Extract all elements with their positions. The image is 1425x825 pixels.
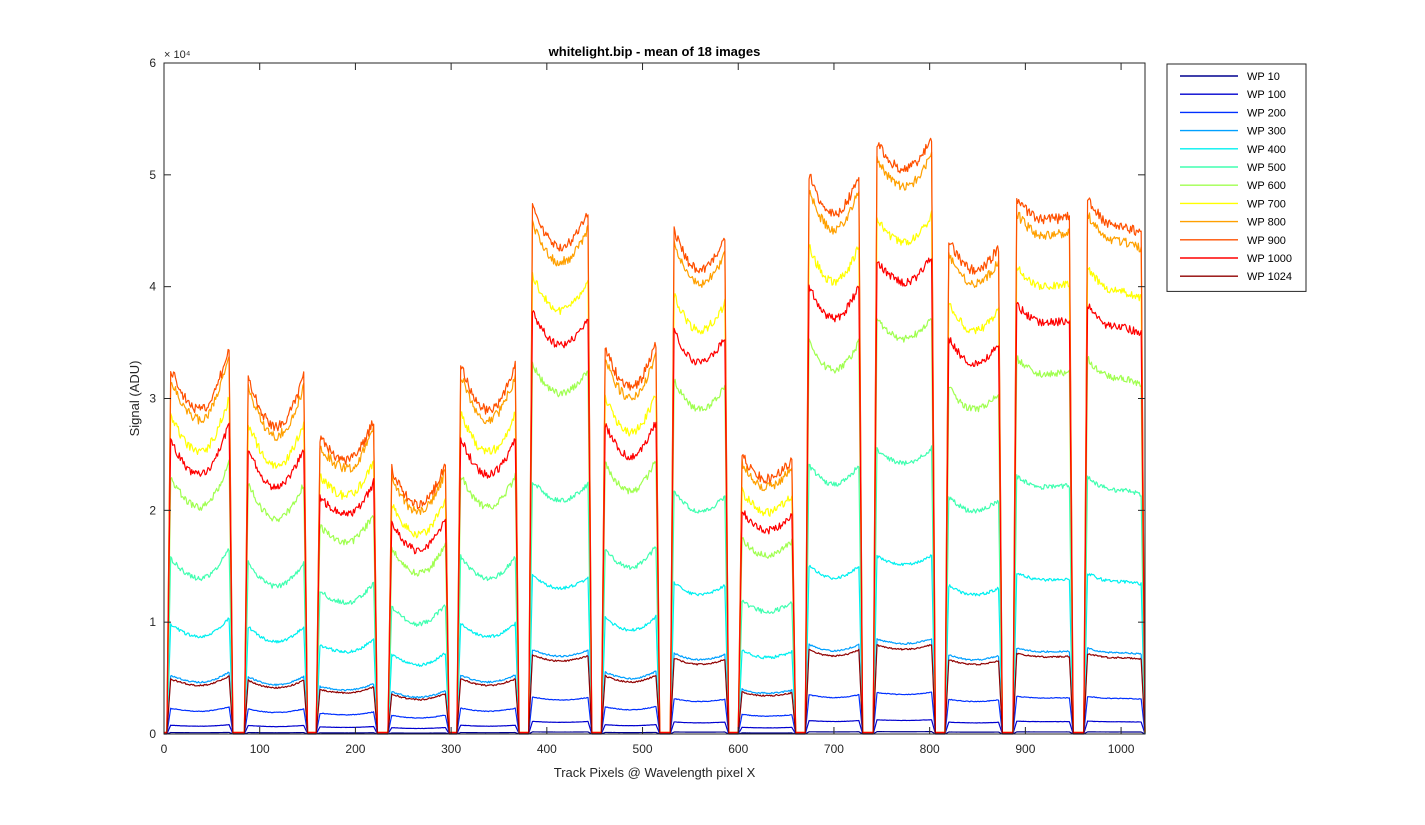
series-line-wp-700 [164,210,1146,734]
legend-item[interactable]: WP 200 [1180,107,1286,119]
x-tick-label: 0 [161,742,168,756]
legend-box [1166,63,1307,292]
series-line-wp-500 [164,445,1146,734]
legend-label: WP 800 [1247,217,1286,229]
legend-label: WP 600 [1247,180,1286,192]
y-tick-label: 2 [149,503,156,517]
y-tick-label: 1 [149,615,156,629]
legend-item[interactable]: WP 10 [1180,71,1280,83]
axis-ticks: 0 100 200 300 400 500 600 700 800 900 1000 0 1 2 3 4 5 6 [149,56,1145,756]
y-axis-exponent: × 10⁴ [164,49,191,61]
legend-label: WP 1000 [1247,253,1292,265]
legend-item[interactable]: WP 800 [1180,217,1286,229]
series-line-wp-10 [164,731,1146,735]
y-tick-label: 5 [149,168,156,182]
legend[interactable]: WP 10 WP 100 WP 200 WP 300 WP 400 WP 500 WP 60… [1166,63,1307,292]
x-tick-label: 900 [1015,742,1035,756]
y-tick-label: 6 [149,56,156,70]
legend-item[interactable]: WP 400 [1180,144,1286,156]
series-line-wp-900 [164,137,1146,733]
x-tick-label: 500 [633,742,653,756]
x-tick-label: 1000 [1108,742,1135,756]
x-tick-label: 700 [824,742,844,756]
plot-series-group [164,137,1146,735]
x-tick-label: 200 [345,742,365,756]
chart-title: whitelight.bip - mean of 18 images [548,44,761,59]
series-line-wp-300 [164,638,1146,735]
series-line-wp-800 [164,151,1146,733]
legend-label: WP 1024 [1247,271,1292,283]
x-tick-label: 300 [441,742,461,756]
y-tick-label: 4 [149,280,156,294]
legend-label: WP 300 [1247,126,1286,138]
y-axis-label: Signal (ADU) [127,361,142,437]
x-tick-label: 100 [250,742,270,756]
y-tick-label: 0 [149,727,156,741]
legend-item[interactable]: WP 700 [1180,198,1286,210]
x-tick-label: 400 [537,742,557,756]
legend-item[interactable]: WP 300 [1180,126,1286,138]
legend-label: WP 400 [1247,144,1286,156]
legend-label: WP 10 [1247,71,1280,83]
series-line-wp-600 [164,318,1146,734]
x-tick-label: 600 [728,742,748,756]
series-line-wp-200 [164,691,1146,735]
y-tick-label: 3 [149,392,156,406]
plot-frame [163,62,1146,735]
legend-label: WP 200 [1247,107,1286,119]
series-line-wp-1000 [164,257,1146,734]
legend-item[interactable]: WP 100 [1180,89,1286,101]
legend-label: WP 500 [1247,162,1286,174]
series-line-wp-400 [164,554,1146,735]
series-line-wp-100 [164,719,1146,735]
legend-label: WP 900 [1247,235,1286,247]
legend-item[interactable]: WP 1000 [1180,253,1292,265]
x-axis-label: Track Pixels @ Wavelength pixel X [554,765,756,780]
series-line-wp-1024 [164,644,1146,735]
legend-item[interactable]: WP 900 [1180,235,1286,247]
legend-item[interactable]: WP 500 [1180,162,1286,174]
legend-label: WP 700 [1247,198,1286,210]
legend-item[interactable]: WP 1024 [1180,271,1292,283]
legend-item[interactable]: WP 600 [1180,180,1286,192]
legend-label: WP 100 [1247,89,1286,101]
x-tick-label: 800 [920,742,940,756]
